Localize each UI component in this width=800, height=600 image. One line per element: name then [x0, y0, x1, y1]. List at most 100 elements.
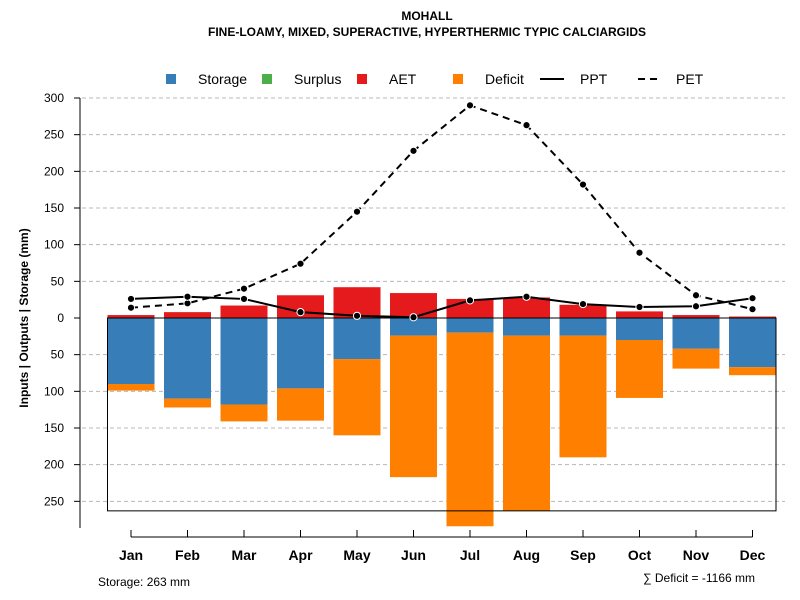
deficit-bar: [729, 367, 776, 376]
pet-point: [296, 259, 305, 268]
y-tick-label: 250: [44, 494, 64, 508]
y-tick-label: 50: [51, 274, 65, 288]
aet-bar: [672, 315, 720, 318]
aet-bar: [503, 297, 550, 318]
storage-bar: [390, 318, 437, 336]
ppt-point: [239, 294, 249, 304]
x-tick-label: Jul: [460, 547, 480, 563]
ppt-line: [130, 295, 753, 319]
storage-note: Storage: 263 mm: [98, 575, 190, 589]
aet-bar: [164, 312, 211, 318]
axes: 300 250 200 150 100 50 0 50 100 150 200 250 Jan Feb Ma…: [44, 91, 766, 563]
pet-point: [126, 303, 136, 312]
ppt-point: [748, 294, 757, 303]
storage-bar: [729, 318, 776, 368]
aet-bar: [729, 316, 776, 318]
pet-point: [352, 207, 362, 216]
x-tick-label: Aug: [513, 547, 540, 563]
ppt-point: [352, 311, 362, 320]
ppt-point: [126, 294, 136, 304]
ppt-point: [409, 313, 418, 322]
pet-point: [691, 291, 701, 300]
legend-swatch: [262, 74, 272, 84]
pet-point: [465, 101, 475, 110]
storage-bar: [559, 318, 607, 336]
deficit-bar: [164, 398, 211, 408]
storage-bar: [503, 318, 550, 336]
storage-bar: [616, 318, 663, 340]
pet-point: [635, 248, 644, 257]
aet-bar: [107, 315, 155, 318]
storage-bar: [333, 318, 381, 360]
aet-bar: [616, 311, 663, 318]
x-tick-label: Jan: [119, 547, 143, 563]
ppt-point: [183, 292, 192, 301]
ppt-point: [578, 299, 588, 309]
x-tick-label: Feb: [175, 547, 200, 563]
deficit-bar: [107, 383, 155, 391]
deficit-bar: [220, 404, 268, 422]
ppt-point: [635, 302, 644, 312]
storage-bar: [220, 318, 268, 405]
y-tick-label: 100: [44, 238, 64, 252]
y-tick-label: 100: [44, 384, 64, 398]
storage-bar: [446, 318, 494, 333]
y-tick-label: 200: [44, 164, 64, 178]
pet-line: [130, 104, 753, 311]
ppt-point: [522, 292, 531, 301]
deficit-bar: [277, 388, 324, 421]
storage-bar: [107, 318, 155, 384]
chart-title: MOHALL: [401, 9, 452, 23]
x-tick-label: Dec: [740, 547, 766, 563]
legend-label: PPT: [580, 71, 608, 87]
aet-bar: [559, 304, 607, 318]
legend-label: Deficit: [485, 71, 524, 87]
y-tick-label: 200: [44, 458, 64, 472]
x-tick-label: Jun: [401, 547, 426, 563]
deficit-bar: [672, 348, 720, 369]
x-tick-label: Mar: [232, 547, 257, 563]
x-tick-label: Apr: [288, 547, 313, 563]
storage-bar: [164, 318, 211, 399]
x-tick-label: May: [343, 547, 370, 563]
y-tick-label: 250: [44, 128, 64, 142]
deficit-bar: [390, 335, 437, 478]
bars: [107, 287, 777, 527]
pet-point: [522, 121, 531, 130]
y-tick-label: 50: [51, 348, 65, 362]
y-axis-title: Inputs | Outputs | Storage (mm): [17, 228, 31, 407]
deficit-bar: [333, 359, 381, 436]
x-tick-label: Nov: [683, 547, 710, 563]
legend: Storage Surplus AET Deficit PPT PET: [166, 71, 704, 87]
deficit-bar: [446, 332, 494, 527]
legend-swatch: [166, 74, 176, 84]
x-tick-label: Sep: [570, 547, 596, 563]
pet-point: [748, 305, 757, 314]
legend-swatch: [453, 74, 463, 84]
y-tick-label: 0: [57, 311, 64, 325]
deficit-bar: [559, 335, 607, 458]
pet-point: [239, 284, 249, 293]
chart-subtitle: FINE-LOAMY, MIXED, SUPERACTIVE, HYPERTHE…: [208, 25, 646, 39]
deficit-bar: [503, 335, 550, 511]
legend-swatch: [357, 74, 367, 84]
ppt-point: [465, 296, 475, 305]
legend-label: Storage: [198, 71, 247, 87]
aet-bar: [220, 305, 268, 318]
pet-point: [409, 146, 418, 155]
x-tick-label: Oct: [628, 547, 652, 563]
legend-label: PET: [676, 71, 704, 87]
y-tick-label: 150: [44, 201, 64, 215]
ppt-point: [691, 302, 701, 311]
series-lines: [126, 101, 757, 322]
legend-label: Surplus: [294, 71, 341, 87]
storage-bar: [277, 318, 324, 389]
deficit-bar: [616, 339, 663, 398]
y-tick-label: 300: [44, 91, 64, 105]
ppt-point: [296, 308, 305, 317]
legend-label: AET: [389, 71, 417, 87]
pet-point: [578, 180, 588, 189]
y-tick-label: 150: [44, 421, 64, 435]
deficit-sum-note: ∑ Deficit = -1166 mm: [643, 571, 755, 585]
